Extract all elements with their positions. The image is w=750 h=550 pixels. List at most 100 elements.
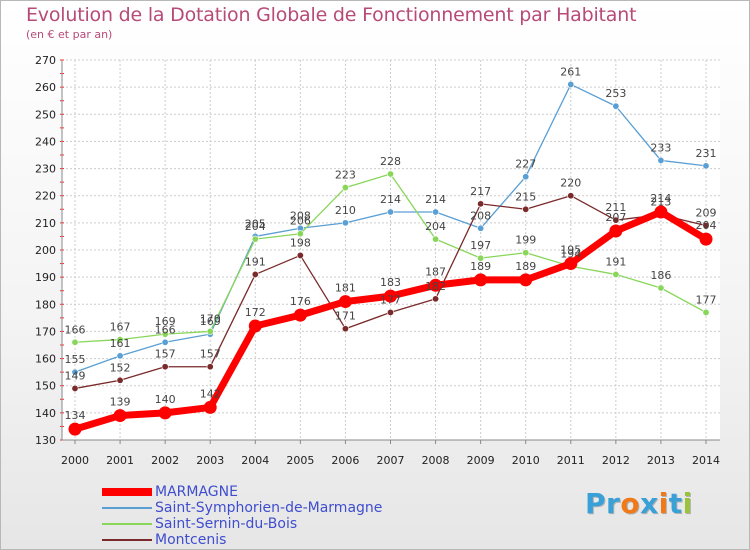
data-label-marmagne: 214: [650, 192, 671, 205]
data-point-saint-sernin-du-bois: [612, 270, 620, 278]
data-point-saint-sernin-du-bois: [296, 230, 304, 238]
data-label-saint-sernin-du-bois: 228: [380, 155, 401, 168]
legend-label: Saint-Sernin-du-Bois: [155, 516, 298, 532]
y-tick-label: 160: [35, 353, 56, 366]
data-label-montcenis: 215: [515, 190, 536, 203]
data-label-marmagne: 207: [605, 211, 626, 224]
data-label-saint-sernin-du-bois: 194: [560, 247, 581, 260]
logo-letter: i: [658, 487, 669, 520]
data-label-saint-sernin-du-bois: 167: [110, 321, 131, 334]
legend-swatch: [102, 539, 152, 541]
data-label-montcenis: 209: [696, 207, 717, 220]
y-tick-label: 180: [35, 298, 56, 311]
data-point-saint-sernin-du-bois: [522, 249, 530, 257]
data-point-marmagne: [113, 409, 127, 423]
data-point-montcenis: [612, 216, 620, 224]
data-point-marmagne: [68, 422, 82, 436]
data-point-montcenis: [567, 192, 575, 200]
y-tick-label: 140: [35, 407, 56, 420]
y-tick-label: 260: [35, 81, 56, 94]
data-point-marmagne: [564, 257, 578, 271]
data-label-saint-symphorien-de-marmagne: 231: [696, 147, 717, 160]
x-tick-label: 2010: [512, 454, 540, 467]
data-point-marmagne: [474, 273, 488, 287]
axes-layer: 130 140 150 160 170 180 190 200 210 220 230 240 250 2…: [35, 54, 720, 467]
data-point-marmagne: [609, 224, 623, 238]
chart-subtitle: (en € et par an): [26, 28, 113, 41]
data-point-saint-symphorien-de-marmagne: [567, 80, 575, 88]
data-label-marmagne: 142: [200, 387, 221, 400]
y-tick-label: 250: [35, 108, 56, 121]
data-point-saint-sernin-du-bois: [341, 184, 349, 192]
data-label-montcenis: 191: [245, 255, 266, 268]
data-label-montcenis: 217: [470, 185, 491, 198]
data-point-marmagne: [158, 406, 172, 420]
data-label-marmagne: 183: [380, 276, 401, 289]
data-point-montcenis: [206, 363, 214, 371]
data-point-saint-symphorien-de-marmagne: [116, 352, 124, 360]
legend-swatch: [102, 523, 152, 525]
logo-letter: t: [668, 487, 683, 520]
data-label-saint-symphorien-de-marmagne: 208: [470, 209, 491, 222]
data-label-saint-sernin-du-bois: 204: [245, 220, 266, 233]
data-label-montcenis: 149: [65, 369, 86, 382]
data-label-montcenis: 198: [290, 236, 311, 249]
data-label-marmagne: 140: [155, 393, 176, 406]
data-label-saint-symphorien-de-marmagne: 214: [425, 193, 446, 206]
data-point-saint-symphorien-de-marmagne: [702, 162, 710, 170]
data-point-saint-symphorien-de-marmagne: [477, 224, 485, 232]
data-point-marmagne: [203, 400, 217, 414]
data-label-montcenis: 177: [380, 293, 401, 306]
data-label-saint-symphorien-de-marmagne: 233: [650, 141, 671, 154]
data-point-montcenis: [341, 325, 349, 333]
data-point-marmagne: [519, 273, 533, 287]
y-tick-label: 220: [35, 190, 56, 203]
data-point-saint-symphorien-de-marmagne: [432, 208, 440, 216]
y-tick-label: 230: [35, 163, 56, 176]
data-point-saint-sernin-du-bois: [71, 338, 79, 346]
data-label-montcenis: 213: [650, 196, 671, 209]
x-tick-label: 2005: [286, 454, 314, 467]
data-label-marmagne: 187: [425, 265, 446, 278]
data-label-saint-symphorien-de-marmagne: 205: [245, 217, 266, 230]
data-label-saint-symphorien-de-marmagne: 214: [380, 193, 401, 206]
grid-layer: [62, 59, 720, 441]
data-point-marmagne: [384, 289, 397, 303]
x-tick-label: 2013: [647, 454, 675, 467]
x-tick-label: 2003: [196, 454, 224, 467]
proxiti-logo: Proxiti: [585, 487, 693, 520]
data-label-marmagne: 139: [110, 396, 131, 409]
x-tick-label: 2004: [241, 454, 269, 467]
y-tick-label: 170: [35, 325, 56, 338]
y-tick-label: 150: [35, 380, 56, 393]
x-tick-label: 2012: [602, 454, 630, 467]
data-point-montcenis: [477, 200, 485, 208]
data-label-marmagne: 134: [65, 409, 86, 422]
data-point-montcenis: [116, 376, 124, 384]
data-point-montcenis: [386, 308, 394, 316]
x-tick-label: 2011: [557, 454, 585, 467]
data-label-saint-sernin-du-bois: 169: [155, 315, 176, 328]
chart-title: Evolution de la Dotation Globale de Fonc…: [26, 4, 637, 26]
data-label-montcenis: 171: [335, 310, 356, 323]
data-label-marmagne: 195: [560, 244, 581, 257]
data-point-saint-sernin-du-bois: [702, 308, 710, 316]
data-point-marmagne: [293, 308, 307, 322]
data-label-saint-sernin-du-bois: 177: [696, 293, 717, 306]
data-point-marmagne: [248, 319, 262, 333]
data-point-marmagne: [338, 295, 352, 309]
data-label-montcenis: 182: [425, 280, 446, 293]
data-point-saint-sernin-du-bois: [386, 170, 394, 178]
data-point-saint-sernin-du-bois: [477, 254, 485, 262]
data-label-marmagne: 204: [696, 219, 717, 232]
logo-letter: x: [640, 487, 659, 520]
data-label-saint-sernin-du-bois: 186: [650, 269, 671, 282]
data-label-saint-sernin-du-bois: 166: [65, 323, 86, 336]
legend-label: Montcenis: [155, 532, 227, 548]
x-tick-label: 2007: [377, 454, 405, 467]
data-point-montcenis: [251, 270, 259, 278]
data-point-montcenis: [432, 295, 440, 303]
data-point-saint-sernin-du-bois: [251, 235, 259, 243]
data-label-marmagne: 176: [290, 295, 311, 308]
data-point-saint-symphorien-de-marmagne: [522, 173, 530, 181]
